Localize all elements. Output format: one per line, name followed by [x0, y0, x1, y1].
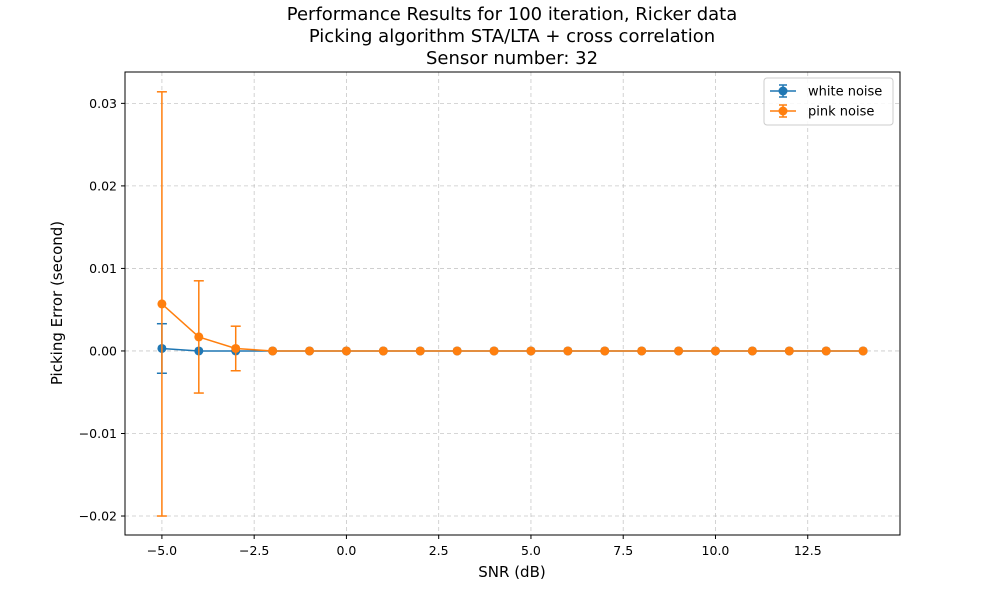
legend-item: white noise — [770, 84, 882, 100]
data-point — [231, 343, 241, 353]
plot-frame — [124, 71, 901, 536]
legend-marker — [778, 86, 788, 96]
data-point — [784, 346, 794, 356]
data-point — [452, 346, 462, 356]
y-tick-label: 0.01 — [89, 261, 117, 276]
chart-title-line-2: Picking algorithm STA/LTA + cross correl… — [309, 26, 715, 47]
data-point — [378, 346, 388, 356]
y-tick-label: 0.00 — [89, 343, 117, 358]
y-tick-label: 0.03 — [89, 96, 117, 111]
data-point — [600, 346, 610, 356]
chart-title-line-1: Performance Results for 100 iteration, R… — [287, 4, 737, 25]
y-tick-label: −0.02 — [79, 509, 117, 524]
data-point — [747, 346, 757, 356]
y-tick-label: 0.02 — [89, 178, 117, 193]
data-point — [858, 346, 868, 356]
x-tick-label: 2.5 — [429, 543, 449, 558]
data-point — [674, 346, 684, 356]
x-tick-label: 5.0 — [521, 543, 541, 558]
data-point — [489, 346, 499, 356]
y-axis-label: Picking Error (second) — [48, 221, 66, 385]
data-point — [637, 346, 647, 356]
data-point — [268, 346, 278, 356]
x-tick-label: 12.5 — [794, 543, 822, 558]
legend-label: pink noise — [808, 105, 874, 120]
y-tick-label: −0.01 — [79, 426, 117, 441]
legend-box — [763, 77, 894, 126]
legend-marker — [778, 106, 788, 116]
data-point — [194, 332, 204, 342]
grid — [125, 72, 900, 535]
x-tick-label: 7.5 — [613, 543, 633, 558]
data-point — [526, 346, 536, 356]
x-axis-label: SNR (dB) — [478, 563, 545, 581]
data-point — [821, 346, 831, 356]
data-point — [305, 346, 315, 356]
series-line — [161, 303, 864, 352]
data-point — [341, 346, 351, 356]
chart-title-line-3: Sensor number: 32 — [426, 48, 598, 69]
x-axis-ticks: −5.0 −2.5 0.0 2.5 5.0 7.5 10.0 12.5 — [147, 535, 822, 558]
data-point — [157, 299, 167, 309]
chart-title: Performance Results for 100 iteration, R… — [287, 4, 737, 69]
series-white-noise — [156, 322, 868, 374]
series-area — [156, 91, 868, 517]
legend-label: white noise — [808, 85, 882, 100]
x-tick-label: −5.0 — [147, 543, 177, 558]
x-tick-label: 10.0 — [702, 543, 730, 558]
x-tick-label: 0.0 — [336, 543, 356, 558]
series-pink-noise — [156, 91, 868, 517]
x-tick-label: −2.5 — [239, 543, 269, 558]
y-axis-ticks: −0.02 −0.01 0.00 0.01 0.02 0.03 — [79, 96, 125, 524]
data-point — [710, 346, 720, 356]
legend: white noise pink noise — [763, 77, 894, 126]
data-point — [415, 346, 425, 356]
legend-item: pink noise — [770, 104, 874, 120]
data-point — [563, 346, 573, 356]
